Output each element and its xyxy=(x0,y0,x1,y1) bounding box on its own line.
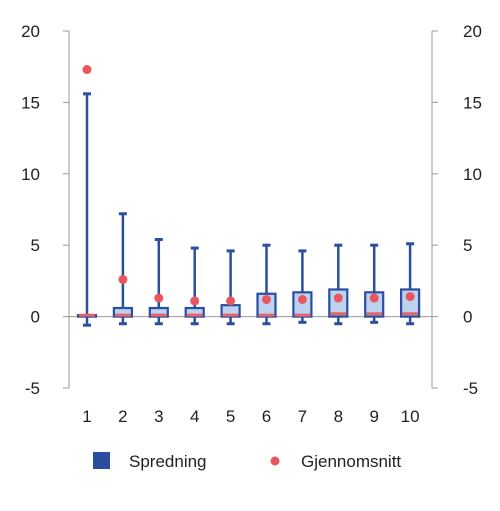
x-tick-label: 5 xyxy=(226,407,235,426)
legend-marker-gjennomsnitt xyxy=(270,456,280,466)
y-tick-label-left: -5 xyxy=(25,379,40,398)
mean-point xyxy=(333,293,343,303)
legend-label-gjennomsnitt: Gjennomsnitt xyxy=(301,452,401,471)
x-tick-label: 2 xyxy=(118,407,127,426)
x-tick-label: 10 xyxy=(401,407,420,426)
x-tick-label: 1 xyxy=(82,407,91,426)
mean-point xyxy=(190,296,200,306)
y-tick-label-right: -5 xyxy=(463,379,478,398)
mean-point xyxy=(369,293,379,303)
mean-point xyxy=(226,296,236,306)
y-tick-label-left: 5 xyxy=(31,236,40,255)
y-axis-left-labels: 20 15 10 5 0 -5 xyxy=(21,22,40,398)
legend-swatch-spredning xyxy=(93,452,110,469)
x-tick-label: 9 xyxy=(369,407,378,426)
box-iqr xyxy=(364,291,385,318)
box-item xyxy=(76,92,98,327)
y-tick-label-left: 15 xyxy=(21,93,40,112)
x-tick-label: 6 xyxy=(262,407,271,426)
mean-point xyxy=(118,274,128,284)
box-item xyxy=(328,243,349,326)
y-axis-right-labels: 20 15 10 5 0 -5 xyxy=(463,22,482,398)
x-axis-labels: 1 2 3 4 5 6 7 8 9 10 xyxy=(82,407,419,426)
box-item xyxy=(364,243,385,324)
mean-point xyxy=(82,65,92,75)
x-tick-label: 8 xyxy=(334,407,343,426)
box-item xyxy=(148,237,169,326)
y-tick-label-left: 10 xyxy=(21,165,40,184)
box-item xyxy=(400,242,421,326)
box-item xyxy=(112,212,134,326)
x-tick-label: 3 xyxy=(154,407,163,426)
box-series xyxy=(76,92,421,327)
box-item xyxy=(220,249,241,326)
mean-point xyxy=(154,293,164,303)
box-item xyxy=(184,246,205,326)
mean-point xyxy=(405,292,415,302)
legend-label-spredning: Spredning xyxy=(129,452,207,471)
y-tick-label-right: 15 xyxy=(463,93,482,112)
y-tick-label-right: 5 xyxy=(463,236,472,255)
y-tick-label-right: 0 xyxy=(463,308,472,327)
y-tick-label-right: 20 xyxy=(463,22,482,41)
box-item xyxy=(292,249,313,324)
mean-series xyxy=(82,65,415,306)
y-tick-label-left: 0 xyxy=(31,308,40,327)
mean-point xyxy=(297,294,307,304)
mean-point xyxy=(262,294,271,304)
y-tick-label-right: 10 xyxy=(463,165,482,184)
axes xyxy=(63,30,438,389)
legend: Spredning Gjennomsnitt xyxy=(93,452,401,471)
x-tick-label: 7 xyxy=(298,407,307,426)
box-iqr xyxy=(328,288,349,318)
y-tick-label-left: 20 xyxy=(21,22,40,41)
box-item xyxy=(256,243,277,326)
x-tick-label: 4 xyxy=(190,407,199,426)
box-iqr xyxy=(400,288,421,318)
